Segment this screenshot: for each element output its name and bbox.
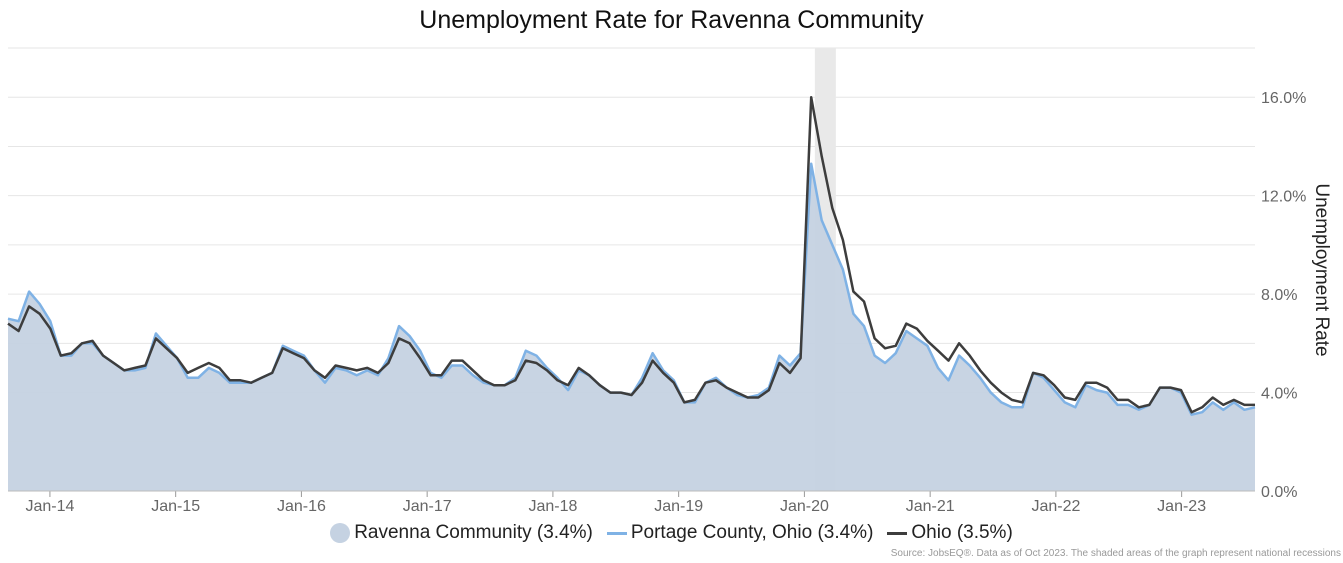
legend-swatch-ravenna <box>330 523 351 543</box>
legend-item-ohio[interactable]: Ohio (3.5%) <box>887 522 1013 544</box>
series-line-portage <box>7 162 1256 416</box>
legend-item-portage[interactable]: Portage County, Ohio (3.4%) <box>606 522 874 544</box>
legend-label-ravenna: Ravenna Community (3.4%) <box>354 522 593 543</box>
legend-swatch-ohio <box>887 531 908 535</box>
chart-title: Unemployment Rate for Ravenna Community <box>419 6 924 34</box>
line-chart: 0.0% 4.0% 8.0% 12.0% 16.0% Jan-14 Jan-15 Jan-16… <box>7 47 1332 515</box>
x-tick-label: Jan-19 <box>654 498 703 515</box>
x-tick-label: Jan-23 <box>1157 498 1206 515</box>
x-tick-label: Jan-20 <box>780 498 829 515</box>
series-line-ohio <box>7 95 1255 414</box>
series-area-ravenna <box>8 163 1255 491</box>
x-tick-label: Jan-14 <box>25 498 74 515</box>
x-tick-label: Jan-18 <box>528 498 577 515</box>
legend-label-ohio: Ohio (3.5%) <box>911 522 1013 543</box>
legend-label-portage: Portage County, Ohio (3.4%) <box>630 522 874 543</box>
x-tick-label: Jan-16 <box>277 498 326 515</box>
y-tick-label: 4.0% <box>1261 386 1297 403</box>
x-tick-label: Jan-21 <box>906 498 955 515</box>
x-tick-label: Jan-17 <box>403 498 452 515</box>
y-tick-label: 0.0% <box>1261 484 1297 501</box>
y-tick-label: 16.0% <box>1261 90 1306 107</box>
source-note: Source: JobsEQ®. Data as of Oct 2023. Th… <box>890 548 1341 559</box>
y-tick-label: 12.0% <box>1261 189 1306 206</box>
legend-item-ravenna[interactable]: Ravenna Community (3.4%) <box>330 522 593 544</box>
y-tick-label: 8.0% <box>1261 287 1297 304</box>
legend-swatch-portage <box>606 531 627 535</box>
x-tick-label: Jan-22 <box>1031 498 1080 515</box>
y-axis-title: Unemployment Rate <box>1311 183 1332 356</box>
chart-legend: Ravenna Community (3.4%) Portage County,… <box>0 522 1343 544</box>
x-tick-label: Jan-15 <box>151 498 200 515</box>
